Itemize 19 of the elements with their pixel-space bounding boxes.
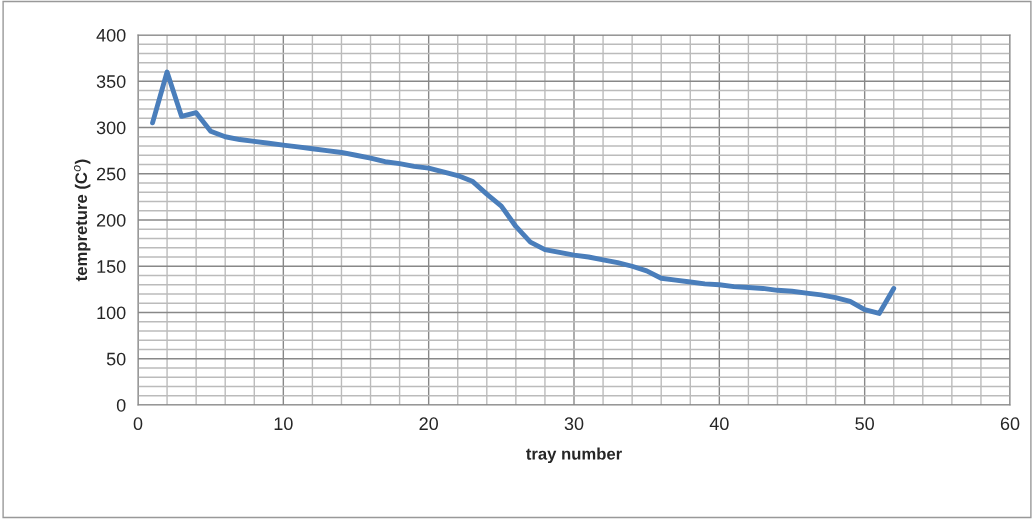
x-tick-label: 50	[855, 417, 874, 431]
y-tick-label: 350	[96, 75, 126, 88]
x-tick-label: 0	[133, 417, 143, 431]
y-axis-title: tempreture (C$^{o}$)	[74, 159, 91, 282]
y-tick-label: 50	[106, 352, 126, 366]
y-tick-label: 100	[97, 306, 126, 320]
line-series	[150, 69, 897, 316]
y-tick-label: 400	[96, 28, 126, 42]
x-tick-label: 20	[419, 417, 438, 431]
y-tick-label: 300	[96, 121, 126, 135]
x-tick-label: 40	[709, 417, 729, 431]
x-tick-label: 10	[274, 417, 293, 431]
y-tick-label: 200	[96, 213, 126, 227]
x-axis-title: tray number	[526, 447, 622, 464]
y-tick-label: 0	[116, 398, 126, 412]
y-tick-label: 250	[96, 167, 126, 181]
x-tick-label: 60	[1000, 417, 1020, 431]
x-tick-label: 30	[564, 417, 584, 431]
y-tick-label: 150	[97, 260, 126, 273]
